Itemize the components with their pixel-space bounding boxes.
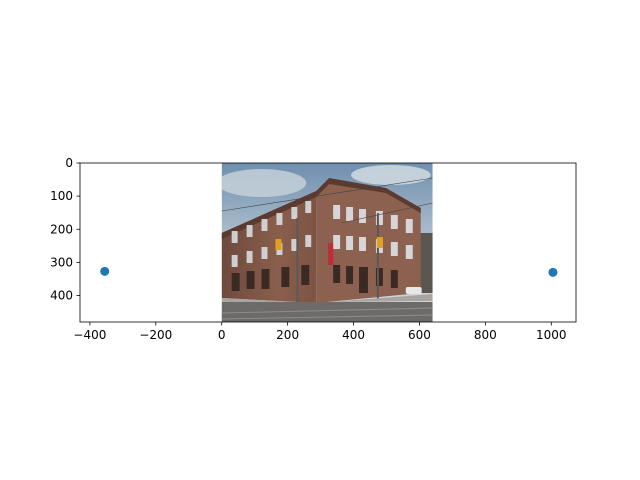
y-tick-label: 0 (65, 156, 73, 170)
scatter-series (100, 266, 558, 277)
x-tick-label: 200 (276, 328, 299, 342)
x-tick-label: −400 (73, 328, 106, 342)
x-tick-label: −200 (139, 328, 172, 342)
x-tick-label: 1000 (536, 328, 567, 342)
x-tick-label: 0 (218, 328, 226, 342)
axes-frame (79, 162, 577, 323)
y-axis-ticks: 0 100 200 300 400 (50, 156, 80, 303)
x-axis-ticks: −400 −200 0 200 400 600 800 1000 (73, 322, 567, 342)
y-tick-label: 200 (50, 222, 73, 236)
y-tick-label: 100 (50, 189, 73, 203)
x-tick-label: 800 (474, 328, 497, 342)
x-tick-label: 600 (408, 328, 431, 342)
y-tick-label: 400 (50, 289, 73, 303)
x-tick-label: 400 (342, 328, 365, 342)
y-tick-label: 300 (50, 255, 73, 269)
data-point-2 (548, 267, 558, 277)
photo-building (221, 163, 433, 322)
data-point-1 (100, 266, 110, 276)
